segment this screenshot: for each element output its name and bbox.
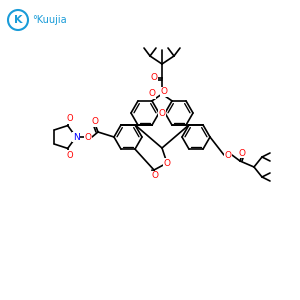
Text: O: O xyxy=(238,148,245,158)
Text: O: O xyxy=(92,118,98,127)
Text: O: O xyxy=(164,158,170,167)
Text: O: O xyxy=(67,151,73,160)
Text: O: O xyxy=(152,172,158,181)
Text: O: O xyxy=(67,114,73,123)
Text: O: O xyxy=(151,74,158,82)
Text: O: O xyxy=(158,109,166,118)
Text: N: N xyxy=(73,133,80,142)
Text: °Kuujia: °Kuujia xyxy=(32,15,67,25)
Text: O: O xyxy=(85,133,92,142)
Text: O: O xyxy=(148,89,155,98)
Text: O: O xyxy=(224,151,232,160)
Text: K: K xyxy=(14,15,22,25)
Text: O: O xyxy=(160,88,167,97)
